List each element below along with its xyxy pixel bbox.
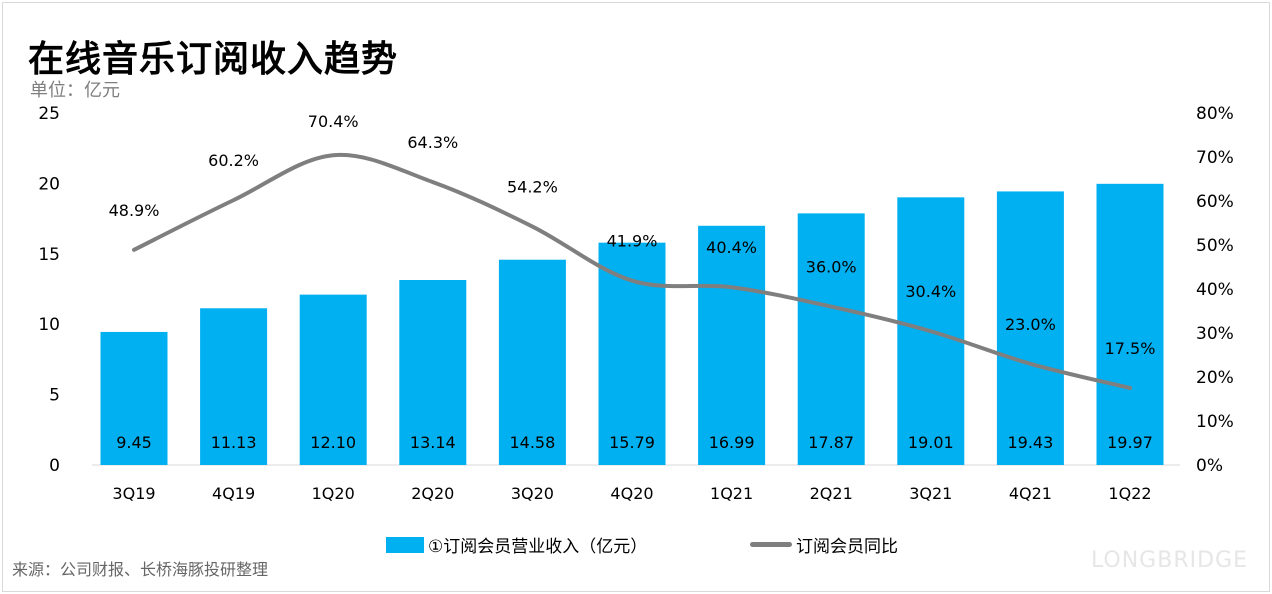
- chart-title: 在线音乐订阅收入趋势: [28, 39, 399, 80]
- bar-value-label: 19.43: [1007, 433, 1053, 452]
- bar-value-label: 12.10: [310, 433, 356, 452]
- x-tick-label: 3Q21: [909, 484, 952, 503]
- bar: [498, 259, 566, 465]
- line-data-label: 60.2%: [208, 151, 259, 170]
- line-data-label: 40.4%: [706, 238, 757, 257]
- y-right-tick-label: 50%: [1196, 236, 1234, 256]
- bar-value-label: 14.58: [509, 433, 555, 452]
- yoy-line: [132, 152, 1132, 390]
- x-tick-label: 2Q21: [810, 484, 853, 503]
- legend-line-swatch: [750, 542, 792, 547]
- line-data-label: 54.2%: [507, 178, 558, 197]
- y-left-tick-label: 25: [38, 104, 60, 124]
- legend-item-bar: ①订阅会员营业收入（亿元）: [386, 532, 647, 557]
- line-data-label: 41.9%: [607, 232, 658, 251]
- line-data-label: 48.9%: [109, 201, 160, 220]
- line-data-label: 70.4%: [308, 112, 359, 131]
- y-right-tick-label: 60%: [1196, 192, 1234, 212]
- unit-label: 单位：亿元: [30, 80, 120, 101]
- y-right-tick-label: 80%: [1196, 104, 1234, 124]
- x-tick-label: 1Q22: [1108, 484, 1151, 503]
- legend-line-label: 订阅会员同比: [796, 537, 898, 557]
- bar-value-label: 19.97: [1107, 433, 1153, 452]
- y-left-tick-label: 15: [38, 245, 60, 265]
- bar: [598, 242, 666, 465]
- y-right-tick-label: 70%: [1196, 148, 1234, 168]
- bar-value-label: 11.13: [211, 433, 257, 452]
- bar: [698, 225, 766, 465]
- legend-item-line: 订阅会员同比: [750, 532, 898, 557]
- bar: [797, 213, 865, 465]
- x-tick-label: 3Q19: [112, 484, 155, 503]
- bar: [996, 191, 1064, 465]
- y-right-tick-label: 10%: [1196, 412, 1234, 432]
- y-left-tick-label: 0: [49, 456, 60, 476]
- legend-bar-swatch: [386, 536, 424, 553]
- line-data-label: 64.3%: [407, 133, 458, 152]
- line-data-label: 30.4%: [905, 282, 956, 301]
- bar-value-label: 15.79: [609, 433, 655, 452]
- bar: [200, 308, 268, 465]
- bar-value-label: 16.99: [709, 433, 755, 452]
- y-left-tick-label: 5: [49, 386, 60, 406]
- bar: [399, 279, 467, 465]
- y-right-tick-label: 20%: [1196, 368, 1234, 388]
- bar: [1096, 183, 1164, 466]
- y-right-tick-label: 40%: [1196, 280, 1234, 300]
- line-data-label: 17.5%: [1105, 339, 1156, 358]
- y-right-tick-label: 0%: [1196, 456, 1223, 476]
- bar-value-label: 19.01: [908, 433, 954, 452]
- y-left-tick-label: 10: [38, 315, 60, 335]
- legend-bar-label: ①订阅会员营业收入（亿元）: [428, 537, 648, 557]
- x-tick-label: 4Q21: [1009, 484, 1052, 503]
- bar-value-label: 9.45: [116, 433, 152, 452]
- x-tick-label: 4Q20: [610, 484, 653, 503]
- bar-value-label: 17.87: [808, 433, 854, 452]
- source-note: 来源：公司财报、长桥海豚投研整理: [12, 560, 269, 579]
- bar-value-label: 13.14: [410, 433, 456, 452]
- longbridge-watermark-logo: LONGBRIDGE: [1090, 548, 1248, 573]
- y-left-tick-label: 20: [38, 174, 60, 194]
- x-tick-label: 3Q20: [511, 484, 554, 503]
- line-data-label: 23.0%: [1005, 315, 1056, 334]
- x-tick-label: 2Q20: [411, 484, 454, 503]
- line-data-label: 36.0%: [806, 258, 857, 277]
- y-right-tick-label: 30%: [1196, 324, 1234, 344]
- x-tick-label: 1Q20: [312, 484, 355, 503]
- bar: [299, 294, 367, 465]
- x-tick-label: 4Q19: [212, 484, 255, 503]
- bar: [100, 331, 168, 465]
- x-tick-label: 1Q21: [710, 484, 753, 503]
